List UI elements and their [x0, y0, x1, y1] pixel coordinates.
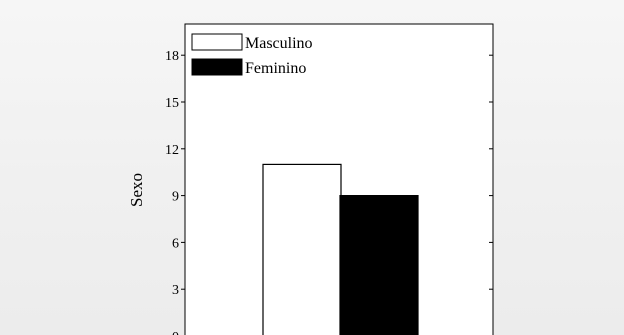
legend-swatch-masculino	[191, 33, 243, 51]
y-tick-label: 6	[172, 236, 179, 251]
bar-feminino	[339, 195, 419, 335]
legend-label-masculino: Masculino	[245, 35, 313, 52]
y-tick-label: 18	[165, 49, 179, 64]
y-tick-label: 3	[172, 283, 179, 298]
bar-masculino	[262, 163, 342, 335]
y-tick-label: 0	[172, 330, 179, 335]
y-axis: 0 3 6 9 12 15 18	[165, 49, 493, 335]
y-tick-label: 15	[165, 96, 179, 111]
bars	[262, 163, 419, 335]
legend-label-feminino: Feminino	[245, 60, 306, 77]
legend-swatch-feminino	[191, 58, 243, 76]
y-tick-label: 9	[172, 190, 179, 205]
legend: Masculino Feminino	[191, 33, 313, 77]
y-axis-label: Sexo	[127, 173, 146, 207]
y-tick-label: 12	[165, 143, 179, 158]
